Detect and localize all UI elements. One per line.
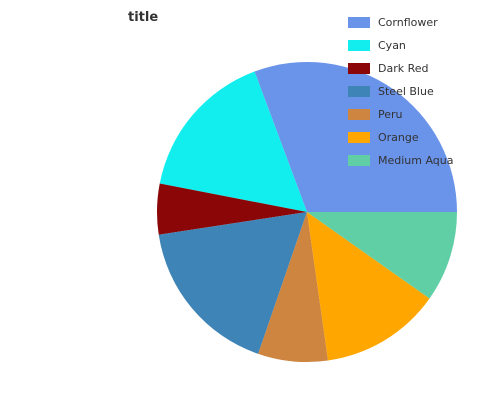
pie-slice-medium-aqua (307, 212, 457, 299)
pie-slice-dark-red (156, 183, 307, 235)
legend-label: Cornflower (378, 16, 438, 29)
legend-label: Cyan (378, 39, 406, 52)
legend-item: Cyan (348, 34, 454, 57)
legend-item: Medium Aqua (348, 149, 454, 172)
legend-swatch (348, 109, 370, 120)
legend-label: Orange (378, 131, 419, 144)
legend-swatch (348, 132, 370, 143)
legend-item: Orange (348, 126, 454, 149)
pie-slice-peru (258, 212, 329, 362)
legend: Cornflower Cyan Dark Red Steel Blue Peru Oran… (348, 11, 454, 172)
legend-item: Cornflower (348, 11, 454, 34)
pie-slice-cyan (159, 71, 307, 212)
legend-swatch (348, 17, 370, 28)
chart-title: title (128, 10, 159, 25)
legend-item: Peru (348, 103, 454, 126)
pie-slice-steel-blue (158, 212, 307, 354)
legend-swatch (348, 63, 370, 74)
legend-label: Medium Aqua (378, 154, 454, 167)
legend-item: Dark Red (348, 57, 454, 80)
legend-swatch (348, 155, 370, 166)
legend-swatch (348, 86, 370, 97)
legend-item: Steel Blue (348, 80, 454, 103)
legend-swatch (348, 40, 370, 51)
legend-label: Dark Red (378, 62, 429, 75)
legend-label: Steel Blue (378, 85, 434, 98)
legend-label: Peru (378, 108, 403, 121)
pie-slice-orange (307, 212, 430, 361)
